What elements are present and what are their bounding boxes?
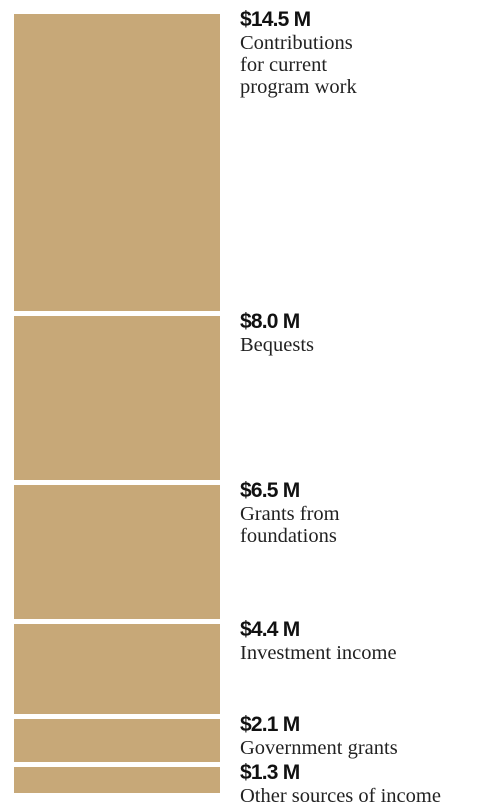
segment-value-label: $1.3 M [240,760,300,784]
bar-segment [14,766,220,794]
bar-segment [14,623,220,714]
segment-category-label: Bequests [240,334,315,357]
bar-segment [14,485,220,619]
segment-value-label: $2.1 M [240,712,300,736]
segment-label: $1.3 M Other sources of income [240,761,500,807]
segment-label: $8.0 M Bequests [240,310,500,356]
segment-label: $6.5 M Grants from foundations [240,479,500,547]
segment-category-label: Investment income [240,641,397,664]
bar-segment [14,316,220,481]
segment-value-label: $14.5 M [240,8,311,31]
segment-value-label: $8.0 M [240,310,300,334]
segment-value-label: $6.5 M [240,479,300,503]
bar-segment [14,14,220,312]
segment-category-label: Other sources of income [240,784,441,807]
segment-value-label: $4.4 M [240,617,300,641]
segment-label: $14.5 M Contributions for current program… [240,8,500,98]
bar-segment [14,718,220,762]
segment-label: $4.4 M Investment income [240,618,500,664]
segment-label: $2.1 M Government grants [240,713,500,759]
segment-category-label: Grants from foundations [240,503,340,548]
segment-category-label: Government grants [240,736,398,759]
segment-category-label: Contributions for current program work [240,32,357,98]
